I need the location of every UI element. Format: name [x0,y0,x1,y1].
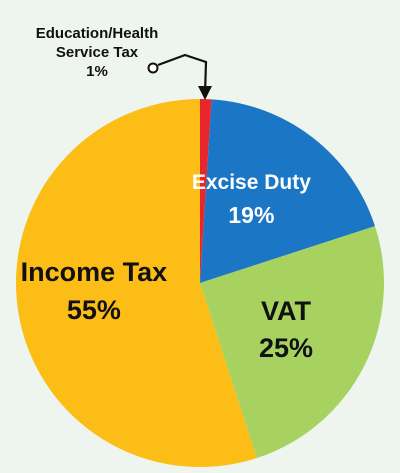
pie-slice-education-health-service-tax [200,98,212,283]
callout-value: 1% [86,63,108,80]
callout-line [157,53,208,95]
pie-slice-income-tax [15,98,257,467]
callout-connector [147,53,212,100]
slice-label-vat: VAT [261,296,311,326]
slice-label-excise-duty: Excise Duty [192,171,311,194]
callout-label-education-health: Education/Health Service Tax 1% [14,24,180,81]
pie-slice-excise-duty [200,99,375,283]
slice-value-excise-duty: 19% [228,202,274,228]
slice-label-income-tax: Income Tax [21,257,168,287]
slice-value-income-tax: 55% [67,295,121,325]
callout-dot [147,62,159,74]
callout-arrowhead [198,86,212,100]
callout-label-line-1: Education/Health [35,25,159,42]
slice-value-vat: 25% [259,333,313,363]
callout-label-line-2: Service Tax [55,44,139,61]
pie-labels: Excise Duty 19% VAT 25% Income Tax 55% [21,171,313,363]
pie-slice-vat [200,226,384,458]
pie-slices [15,98,384,467]
